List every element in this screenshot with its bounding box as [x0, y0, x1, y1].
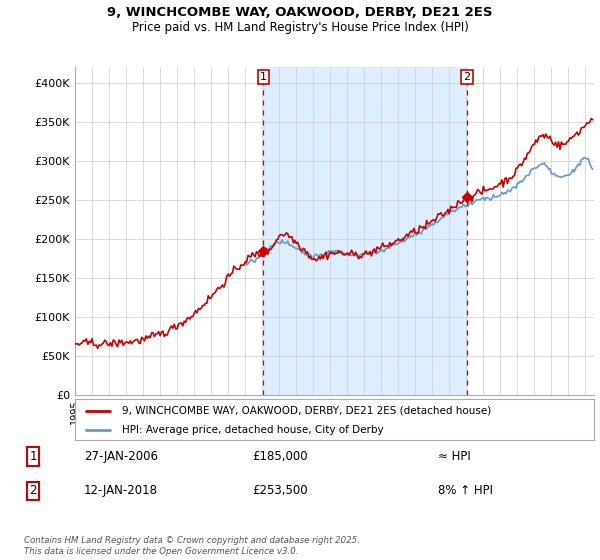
Text: 9, WINCHCOMBE WAY, OAKWOOD, DERBY, DE21 2ES: 9, WINCHCOMBE WAY, OAKWOOD, DERBY, DE21 …	[107, 6, 493, 18]
Text: Contains HM Land Registry data © Crown copyright and database right 2025.
This d: Contains HM Land Registry data © Crown c…	[24, 536, 360, 556]
Text: Price paid vs. HM Land Registry's House Price Index (HPI): Price paid vs. HM Land Registry's House …	[131, 21, 469, 34]
Text: 12-JAN-2018: 12-JAN-2018	[84, 484, 158, 497]
Bar	[263, 67, 467, 395]
Text: 8% ↑ HPI: 8% ↑ HPI	[438, 484, 493, 497]
Text: 1: 1	[29, 450, 37, 463]
Text: 2: 2	[463, 72, 470, 82]
Text: 1: 1	[260, 72, 267, 82]
Text: HPI: Average price, detached house, City of Derby: HPI: Average price, detached house, City…	[122, 424, 383, 435]
Text: 2: 2	[29, 484, 37, 497]
Text: 9, WINCHCOMBE WAY, OAKWOOD, DERBY, DE21 2ES (detached house): 9, WINCHCOMBE WAY, OAKWOOD, DERBY, DE21 …	[122, 405, 491, 416]
Text: ≈ HPI: ≈ HPI	[438, 450, 471, 463]
Text: £253,500: £253,500	[252, 484, 308, 497]
Text: £185,000: £185,000	[252, 450, 308, 463]
Text: 27-JAN-2006: 27-JAN-2006	[84, 450, 158, 463]
